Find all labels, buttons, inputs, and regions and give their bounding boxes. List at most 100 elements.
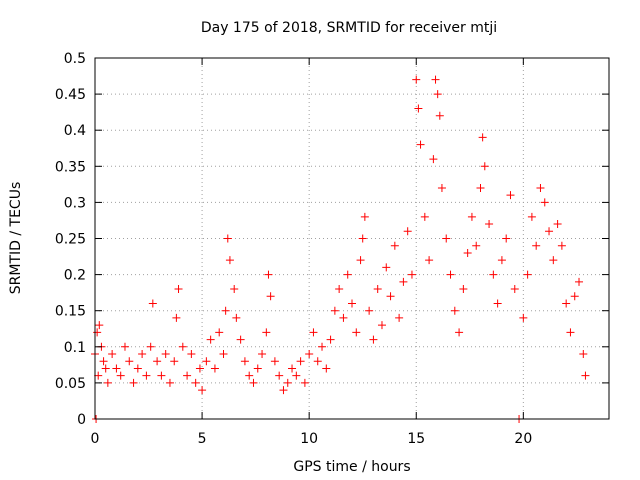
data-point [178,342,187,351]
data-point [566,328,575,337]
y-tick-label: 0.45 [55,87,86,103]
x-tick-label: 0 [91,431,100,447]
data-point [489,270,498,279]
data-point [485,220,494,229]
data-point [553,220,562,229]
data-point [386,292,395,301]
y-tick-label: 0.35 [55,159,86,175]
data-point [305,350,314,359]
data-point [223,234,232,243]
data-point [93,328,102,337]
data-point [309,328,318,337]
data-point [232,313,241,322]
y-axis-title: SRMTID / TECUs [8,182,24,295]
data-point [153,357,162,366]
data-point [358,234,367,243]
data-point [221,306,230,315]
data-point [236,335,245,344]
data-point [356,256,365,265]
data-point [215,328,224,337]
data-point [365,306,374,315]
data-point [129,378,138,387]
y-tick-label: 0.05 [55,376,86,392]
data-point [138,350,147,359]
data-point [502,234,511,243]
data-point [210,364,219,373]
grid-lines [95,58,609,419]
data-point [446,270,455,279]
data-point [506,191,515,200]
data-point [581,371,590,380]
data-point [108,350,117,359]
data-point [532,241,541,250]
data-point [335,285,344,294]
data-point [523,270,532,279]
data-point [253,364,262,373]
y-tick-label: 0.15 [55,304,86,320]
data-point [148,299,157,308]
data-point [275,371,284,380]
data-point [249,378,258,387]
data-point [300,378,309,387]
data-point [318,342,327,351]
data-point [157,371,166,380]
data-point [339,313,348,322]
data-point [395,313,404,322]
axis-ticks [94,57,609,420]
y-tick-label: 0.4 [64,123,86,139]
data-point [437,183,446,192]
x-axis-title: GPS time / hours [293,459,410,475]
data-point [403,227,412,236]
data-point [450,306,459,315]
data-point [480,162,489,171]
data-point [230,285,239,294]
data-point [399,277,408,286]
data-point [112,364,121,373]
data-point [170,357,179,366]
data-point [442,234,451,243]
data-point [407,270,416,279]
data-point [240,357,249,366]
data-point [142,371,151,380]
data-point [296,357,305,366]
y-tick-label: 0.5 [64,51,86,67]
y-tick-label: 0.3 [64,195,86,211]
data-point [258,350,267,359]
data-point [540,198,549,207]
data-point [187,350,196,359]
x-tick-label: 10 [300,431,318,447]
data-point [476,183,485,192]
data-point [101,364,110,373]
data-point [527,212,536,221]
data-point [536,183,545,192]
data-point [414,104,423,113]
x-tick-label: 15 [407,431,425,447]
data-point [352,328,361,337]
data-point [219,350,228,359]
data-point [161,350,170,359]
chart-title: Day 175 of 2018, SRMTID for receiver mtj… [201,20,497,36]
data-point [330,306,339,315]
data-point [99,357,108,366]
y-tick-label: 0 [77,412,86,428]
data-point [579,350,588,359]
data-point [348,299,356,308]
data-point [120,342,129,351]
data-point [165,378,174,387]
data-point [103,378,112,387]
y-tick-label: 0.25 [55,232,86,248]
data-point [343,270,352,279]
data-point [433,90,442,99]
data-point [545,227,554,236]
data-point [519,313,528,322]
data-point [198,386,207,395]
data-point [360,212,369,221]
data-point [416,140,425,149]
y-tick-label: 0.2 [64,268,86,284]
data-point [562,299,571,308]
data-point [206,335,215,344]
data-point [94,371,103,380]
data-point [549,256,558,265]
data-point [377,321,386,330]
